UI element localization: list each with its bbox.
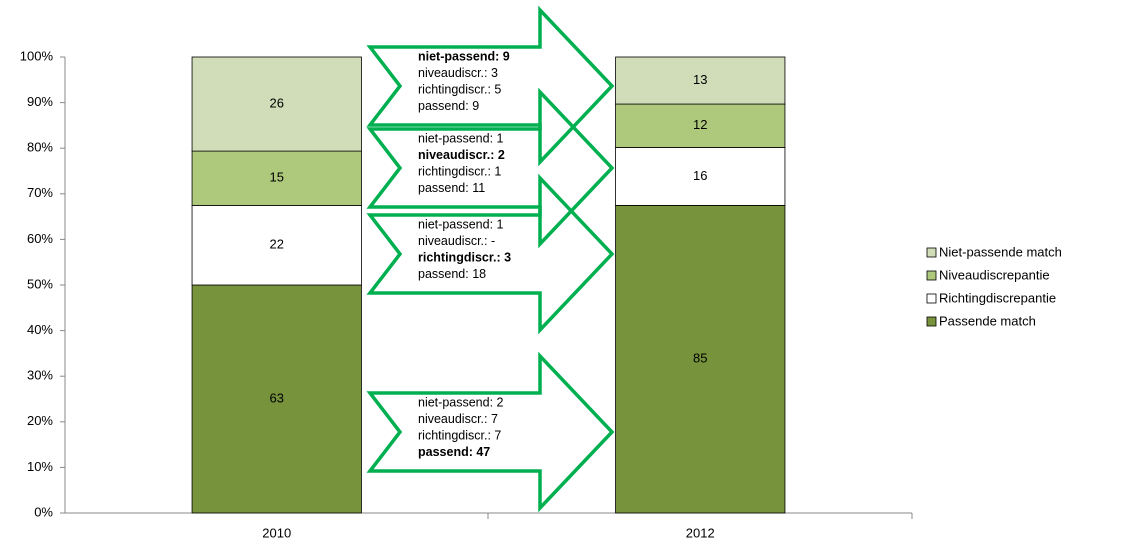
data-label: 85 xyxy=(693,351,707,366)
annotation: niveaudiscr.: 3 xyxy=(418,66,498,80)
annotation: passend: 9 xyxy=(418,99,479,113)
data-label: 22 xyxy=(270,237,284,252)
annotation: niet-passend: 2 xyxy=(418,395,504,409)
legend-label: Niveaudiscrepantie xyxy=(939,267,1050,282)
y-tick-label: 70% xyxy=(27,185,53,200)
annotation: niveaudiscr.: 2 xyxy=(418,148,505,162)
annotation: richtingdiscr.: 5 xyxy=(418,82,501,96)
x-tick-label: 2010 xyxy=(262,525,291,540)
annotation: richtingdiscr.: 7 xyxy=(418,428,501,442)
annotation: passend: 11 xyxy=(418,181,485,195)
arrow xyxy=(366,87,615,249)
data-label: 26 xyxy=(270,95,284,110)
annotation: niet-passend: 1 xyxy=(418,217,504,231)
bar-segment xyxy=(615,56,786,105)
y-tick-label: 30% xyxy=(27,368,53,383)
data-label: 63 xyxy=(270,390,284,405)
annotation: passend: 47 xyxy=(418,445,490,459)
annotation: passend: 18 xyxy=(418,267,486,281)
annotation: niet-passend: 9 xyxy=(418,49,510,63)
arrow xyxy=(366,173,615,335)
annotation: niveaudiscr.: 7 xyxy=(418,412,498,426)
y-tick-label: 10% xyxy=(27,459,53,474)
y-tick-label: 90% xyxy=(27,94,53,109)
data-label: 16 xyxy=(693,168,707,183)
y-tick-label: 20% xyxy=(27,413,53,428)
data-label: 13 xyxy=(693,72,707,87)
y-tick-label: 80% xyxy=(27,140,53,155)
x-tick-label: 2012 xyxy=(686,525,715,540)
legend-label: Passende match xyxy=(939,313,1036,328)
legend-swatch xyxy=(926,247,937,258)
bar-segment xyxy=(191,284,362,514)
arrow xyxy=(366,5,615,167)
legend-label: Niet-passende match xyxy=(939,244,1062,259)
data-label: 12 xyxy=(693,117,707,132)
annotation: richtingdiscr.: 3 xyxy=(418,250,511,264)
annotation: niveaudiscr.: - xyxy=(418,234,495,248)
y-tick-label: 60% xyxy=(27,231,53,246)
annotation: richtingdiscr.: 1 xyxy=(418,164,501,178)
arrow xyxy=(366,351,615,513)
annotation: niet-passend: 1 xyxy=(418,131,504,145)
legend-swatch xyxy=(926,270,937,281)
y-tick-label: 100% xyxy=(20,48,54,63)
y-tick-label: 40% xyxy=(27,322,53,337)
bar-segment xyxy=(191,150,362,206)
bar-segment xyxy=(191,56,362,152)
legend-label: Richtingdiscrepantie xyxy=(939,290,1056,305)
bar-segment xyxy=(191,204,362,286)
y-tick-label: 50% xyxy=(27,276,53,291)
y-tick-label: 0% xyxy=(34,504,53,519)
bar-segment xyxy=(615,204,786,514)
legend-swatch xyxy=(926,316,937,327)
legend-swatch xyxy=(926,293,937,304)
data-label: 15 xyxy=(270,170,284,185)
bar-segment xyxy=(615,147,786,206)
